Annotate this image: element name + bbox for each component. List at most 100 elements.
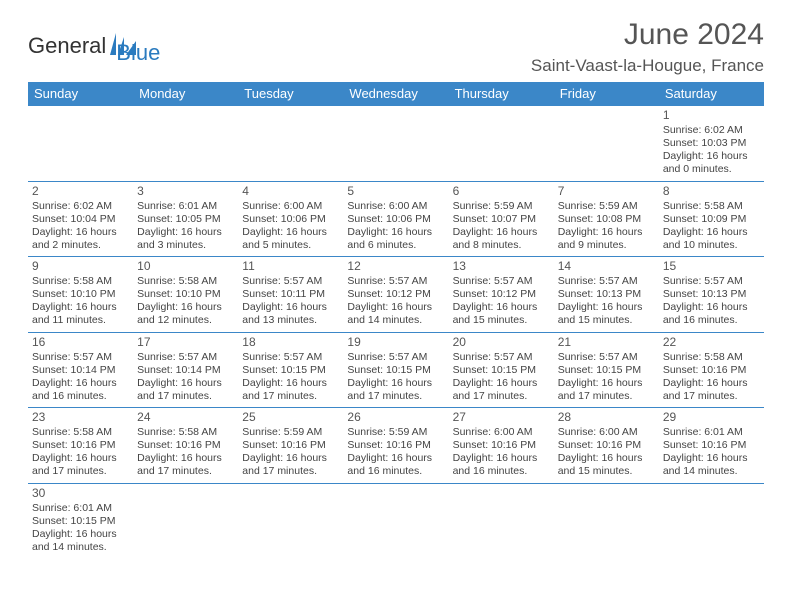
- day-header: Tuesday: [238, 82, 343, 106]
- day-header: Sunday: [28, 82, 133, 106]
- daylight-line: Daylight: 16 hours and 8 minutes.: [453, 226, 550, 252]
- empty-cell: [238, 106, 343, 182]
- daylight-line: Daylight: 16 hours and 17 minutes.: [32, 452, 129, 478]
- sunset-line: Sunset: 10:14 PM: [32, 364, 129, 377]
- sunrise-line: Sunrise: 5:57 AM: [347, 275, 444, 288]
- sunset-line: Sunset: 10:16 PM: [453, 439, 550, 452]
- day-header: Monday: [133, 82, 238, 106]
- day-cell: 18Sunrise: 5:57 AMSunset: 10:15 PMDaylig…: [238, 332, 343, 408]
- sunrise-line: Sunrise: 6:00 AM: [453, 426, 550, 439]
- sunset-line: Sunset: 10:10 PM: [32, 288, 129, 301]
- day-number: 23: [32, 410, 129, 425]
- empty-cell: [554, 106, 659, 182]
- day-number: 12: [347, 259, 444, 274]
- sunset-line: Sunset: 10:15 PM: [347, 364, 444, 377]
- day-number: 10: [137, 259, 234, 274]
- sunrise-line: Sunrise: 5:59 AM: [347, 426, 444, 439]
- daylight-line: Daylight: 16 hours and 3 minutes.: [137, 226, 234, 252]
- day-header: Wednesday: [343, 82, 448, 106]
- calendar-table: SundayMondayTuesdayWednesdayThursdayFrid…: [28, 82, 764, 558]
- day-number: 22: [663, 335, 760, 350]
- daylight-line: Daylight: 16 hours and 15 minutes.: [453, 301, 550, 327]
- day-header: Saturday: [659, 82, 764, 106]
- daylight-line: Daylight: 16 hours and 15 minutes.: [558, 301, 655, 327]
- day-number: 18: [242, 335, 339, 350]
- day-header-row: SundayMondayTuesdayWednesdayThursdayFrid…: [28, 82, 764, 106]
- day-number: 9: [32, 259, 129, 274]
- sunrise-line: Sunrise: 6:00 AM: [242, 200, 339, 213]
- sunrise-line: Sunrise: 5:59 AM: [453, 200, 550, 213]
- daylight-line: Daylight: 16 hours and 17 minutes.: [663, 377, 760, 403]
- daylight-line: Daylight: 16 hours and 15 minutes.: [558, 452, 655, 478]
- sunset-line: Sunset: 10:06 PM: [347, 213, 444, 226]
- sunrise-line: Sunrise: 5:58 AM: [32, 426, 129, 439]
- sunrise-line: Sunrise: 6:02 AM: [663, 124, 760, 137]
- daylight-line: Daylight: 16 hours and 11 minutes.: [32, 301, 129, 327]
- day-cell: 5Sunrise: 6:00 AMSunset: 10:06 PMDayligh…: [343, 181, 448, 257]
- week-row: 9Sunrise: 5:58 AMSunset: 10:10 PMDayligh…: [28, 257, 764, 333]
- daylight-line: Daylight: 16 hours and 12 minutes.: [137, 301, 234, 327]
- day-number: 24: [137, 410, 234, 425]
- daylight-line: Daylight: 16 hours and 16 minutes.: [32, 377, 129, 403]
- week-row: 30Sunrise: 6:01 AMSunset: 10:15 PMDaylig…: [28, 483, 764, 558]
- daylight-line: Daylight: 16 hours and 17 minutes.: [242, 377, 339, 403]
- sunrise-line: Sunrise: 5:58 AM: [32, 275, 129, 288]
- sunset-line: Sunset: 10:05 PM: [137, 213, 234, 226]
- daylight-line: Daylight: 16 hours and 14 minutes.: [32, 528, 129, 554]
- day-cell: 24Sunrise: 5:58 AMSunset: 10:16 PMDaylig…: [133, 408, 238, 484]
- empty-cell: [449, 106, 554, 182]
- sunrise-line: Sunrise: 6:00 AM: [558, 426, 655, 439]
- sunrise-line: Sunrise: 5:57 AM: [558, 275, 655, 288]
- sunset-line: Sunset: 10:07 PM: [453, 213, 550, 226]
- sunrise-line: Sunrise: 5:57 AM: [663, 275, 760, 288]
- month-title: June 2024: [531, 18, 764, 52]
- day-number: 7: [558, 184, 655, 199]
- day-cell: 21Sunrise: 5:57 AMSunset: 10:15 PMDaylig…: [554, 332, 659, 408]
- empty-cell: [133, 106, 238, 182]
- daylight-line: Daylight: 16 hours and 17 minutes.: [137, 377, 234, 403]
- day-cell: 17Sunrise: 5:57 AMSunset: 10:14 PMDaylig…: [133, 332, 238, 408]
- daylight-line: Daylight: 16 hours and 16 minutes.: [663, 301, 760, 327]
- day-cell: 2Sunrise: 6:02 AMSunset: 10:04 PMDayligh…: [28, 181, 133, 257]
- sunset-line: Sunset: 10:12 PM: [453, 288, 550, 301]
- sunset-line: Sunset: 10:16 PM: [558, 439, 655, 452]
- sunset-line: Sunset: 10:16 PM: [663, 364, 760, 377]
- day-number: 8: [663, 184, 760, 199]
- empty-cell: [659, 483, 764, 558]
- daylight-line: Daylight: 16 hours and 16 minutes.: [347, 452, 444, 478]
- day-cell: 14Sunrise: 5:57 AMSunset: 10:13 PMDaylig…: [554, 257, 659, 333]
- day-cell: 11Sunrise: 5:57 AMSunset: 10:11 PMDaylig…: [238, 257, 343, 333]
- sunrise-line: Sunrise: 5:57 AM: [453, 351, 550, 364]
- daylight-line: Daylight: 16 hours and 14 minutes.: [347, 301, 444, 327]
- day-cell: 19Sunrise: 5:57 AMSunset: 10:15 PMDaylig…: [343, 332, 448, 408]
- day-cell: 15Sunrise: 5:57 AMSunset: 10:13 PMDaylig…: [659, 257, 764, 333]
- day-cell: 20Sunrise: 5:57 AMSunset: 10:15 PMDaylig…: [449, 332, 554, 408]
- sunset-line: Sunset: 10:15 PM: [32, 515, 129, 528]
- day-cell: 16Sunrise: 5:57 AMSunset: 10:14 PMDaylig…: [28, 332, 133, 408]
- sunrise-line: Sunrise: 5:58 AM: [663, 351, 760, 364]
- day-cell: 25Sunrise: 5:59 AMSunset: 10:16 PMDaylig…: [238, 408, 343, 484]
- sunrise-line: Sunrise: 6:02 AM: [32, 200, 129, 213]
- day-cell: 27Sunrise: 6:00 AMSunset: 10:16 PMDaylig…: [449, 408, 554, 484]
- sunset-line: Sunset: 10:13 PM: [558, 288, 655, 301]
- sunrise-line: Sunrise: 5:58 AM: [137, 426, 234, 439]
- sunset-line: Sunset: 10:16 PM: [242, 439, 339, 452]
- sunrise-line: Sunrise: 5:59 AM: [558, 200, 655, 213]
- sunset-line: Sunset: 10:08 PM: [558, 213, 655, 226]
- day-number: 25: [242, 410, 339, 425]
- daylight-line: Daylight: 16 hours and 5 minutes.: [242, 226, 339, 252]
- day-cell: 1Sunrise: 6:02 AMSunset: 10:03 PMDayligh…: [659, 106, 764, 182]
- sunset-line: Sunset: 10:11 PM: [242, 288, 339, 301]
- day-number: 3: [137, 184, 234, 199]
- day-number: 4: [242, 184, 339, 199]
- day-cell: 13Sunrise: 5:57 AMSunset: 10:12 PMDaylig…: [449, 257, 554, 333]
- sunset-line: Sunset: 10:12 PM: [347, 288, 444, 301]
- day-cell: 30Sunrise: 6:01 AMSunset: 10:15 PMDaylig…: [28, 483, 133, 558]
- location: Saint-Vaast-la-Hougue, France: [531, 56, 764, 76]
- day-cell: 29Sunrise: 6:01 AMSunset: 10:16 PMDaylig…: [659, 408, 764, 484]
- empty-cell: [28, 106, 133, 182]
- sunset-line: Sunset: 10:14 PM: [137, 364, 234, 377]
- daylight-line: Daylight: 16 hours and 2 minutes.: [32, 226, 129, 252]
- day-header: Friday: [554, 82, 659, 106]
- day-cell: 26Sunrise: 5:59 AMSunset: 10:16 PMDaylig…: [343, 408, 448, 484]
